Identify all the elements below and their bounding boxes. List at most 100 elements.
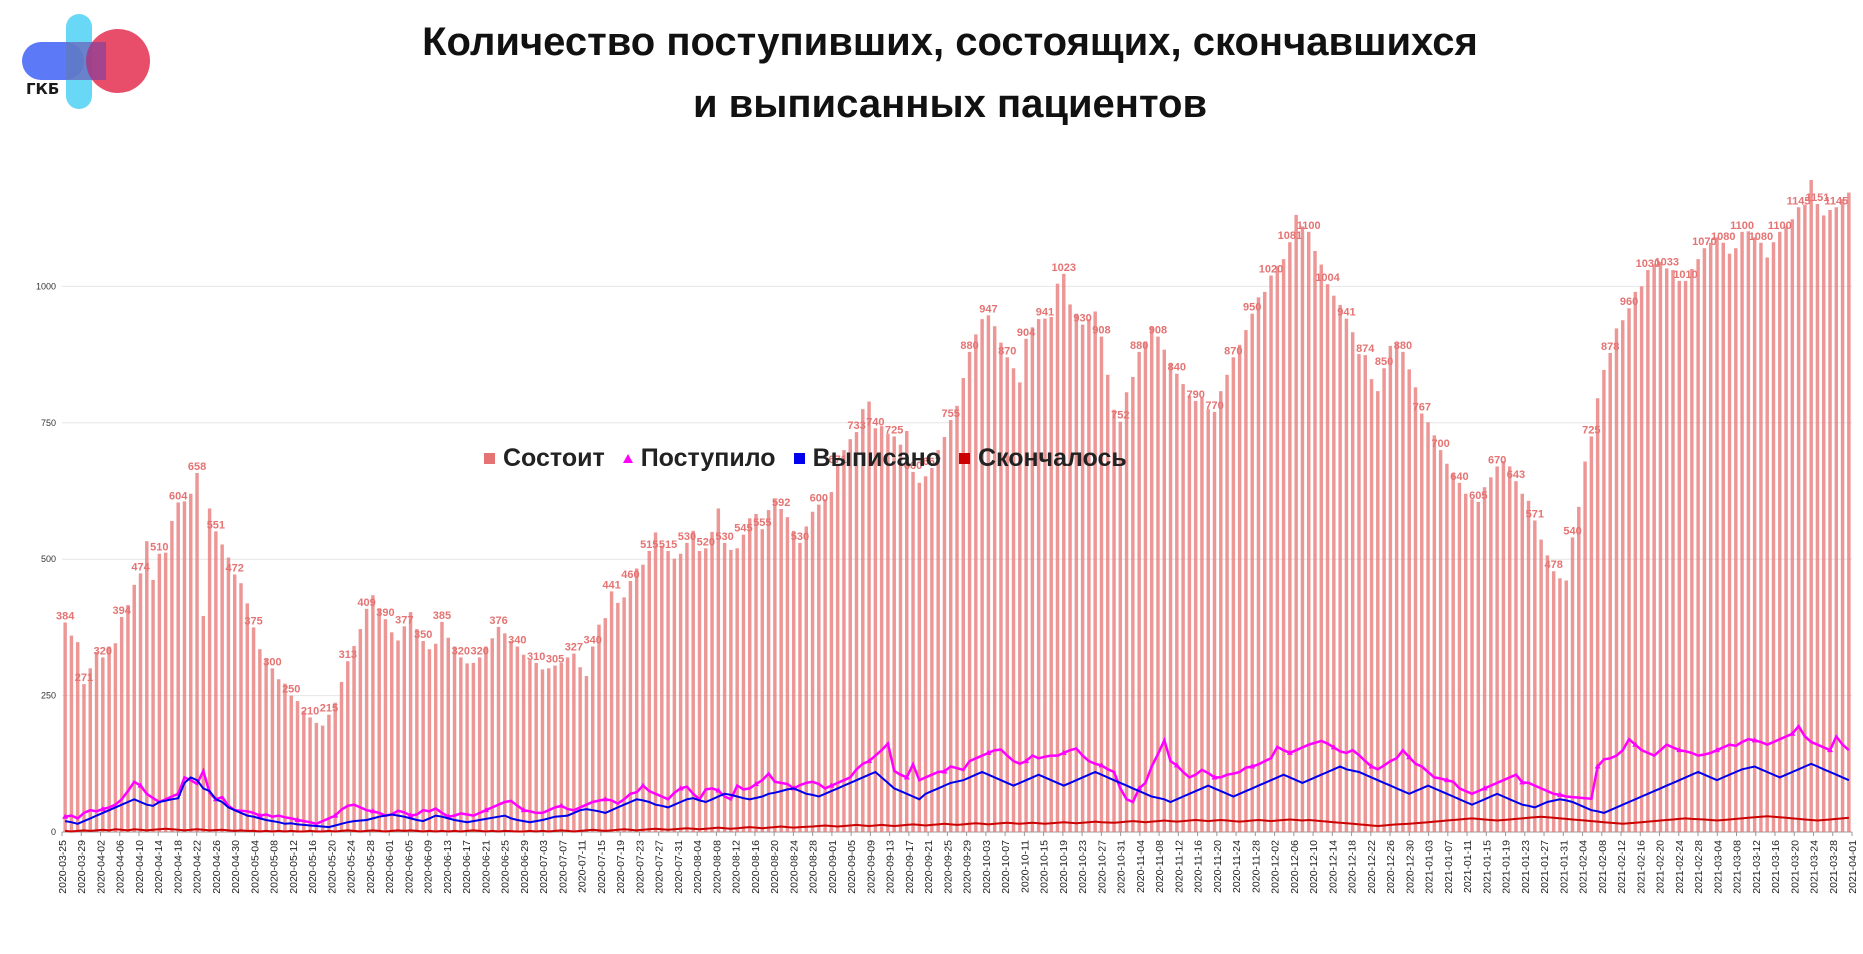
- bar-sostoit: [798, 542, 802, 832]
- bar-sostoit: [220, 544, 224, 832]
- bar-sostoit: [1828, 210, 1832, 833]
- point-postupilo: [558, 802, 565, 808]
- point-postupilo: [1330, 744, 1337, 750]
- x-tick-label: 2020-12-06: [1289, 840, 1301, 894]
- bar-sostoit: [1664, 268, 1669, 832]
- bar-data-label: 1145: [1787, 195, 1811, 207]
- bar-sostoit: [1803, 204, 1807, 832]
- bar-sostoit: [905, 430, 909, 832]
- bar-data-label: 310: [527, 651, 545, 663]
- x-tick-label: 2021-02-20: [1655, 840, 1667, 894]
- legend-marker-postupilo-icon: [622, 454, 633, 463]
- bar-sostoit: [1507, 466, 1512, 832]
- bar-sostoit: [773, 499, 777, 832]
- bar-data-label: 870: [1224, 345, 1242, 357]
- line-postupilo: [64, 724, 1850, 826]
- bar-sostoit: [1162, 349, 1166, 832]
- point-postupilo: [1827, 747, 1834, 753]
- x-tick-label: 2020-05-28: [365, 840, 377, 894]
- bar-sostoit: [101, 657, 105, 832]
- bar-sostoit: [810, 511, 815, 832]
- point-postupilo: [62, 813, 69, 819]
- bar-sostoit: [1074, 313, 1079, 832]
- bar-sostoit: [1300, 226, 1305, 832]
- x-tick-label: 2020-09-29: [962, 840, 974, 894]
- bar-sostoit: [1583, 461, 1587, 832]
- bar-sostoit: [157, 553, 162, 832]
- x-tick-label: 2020-05-12: [288, 840, 300, 894]
- point-postupilo: [1519, 779, 1526, 785]
- bar-sostoit: [1639, 286, 1644, 832]
- bar-sostoit: [1043, 318, 1047, 832]
- x-tick-label: 2020-05-08: [269, 840, 281, 894]
- bar-sostoit: [760, 529, 765, 832]
- bar-sostoit: [1181, 384, 1185, 832]
- bar-data-label: 384: [56, 610, 75, 622]
- x-tick-label: 2020-11-16: [1193, 840, 1205, 893]
- bar-data-label: 320: [470, 645, 488, 657]
- bar-sostoit: [729, 549, 733, 832]
- bar-sostoit: [1501, 460, 1506, 832]
- bar-sostoit: [1564, 580, 1568, 832]
- line-skonchalos: [65, 815, 1849, 833]
- x-tick-label: 2020-10-23: [1077, 840, 1089, 894]
- bar-sostoit: [854, 432, 859, 832]
- bar-sostoit: [459, 657, 463, 832]
- bar-data-label: 700: [1431, 438, 1449, 450]
- bar-sostoit: [955, 405, 959, 832]
- bar-sostoit: [1344, 318, 1349, 832]
- x-tick-label: 2020-11-12: [1173, 840, 1185, 893]
- bar-data-label: 770: [1205, 400, 1223, 412]
- x-tick-label: 2020-08-04: [692, 840, 704, 894]
- bar-data-label: 725: [885, 424, 903, 436]
- bar-data-label: 515: [640, 539, 658, 551]
- x-tick-label: 2021-02-24: [1674, 840, 1686, 894]
- bar-sostoit: [1646, 270, 1650, 833]
- point-postupilo: [137, 782, 144, 788]
- x-tick-label: 2020-10-27: [1096, 840, 1108, 894]
- bar-data-label: 215: [320, 703, 338, 715]
- bar-sostoit: [477, 657, 482, 832]
- bar-sostoit: [503, 633, 507, 832]
- x-tick-label: 2020-05-20: [326, 840, 338, 894]
- bar-sostoit: [1118, 421, 1123, 832]
- bar-sostoit: [817, 504, 821, 832]
- legend-item-sostoit: Состоит: [484, 444, 605, 473]
- bar-sostoit: [1288, 242, 1292, 832]
- bar-sostoit: [1489, 477, 1493, 832]
- bar-sostoit: [603, 618, 608, 832]
- bar-sostoit: [685, 542, 689, 832]
- point-postupilo: [1594, 763, 1601, 769]
- x-tick-label: 2021-01-03: [1424, 840, 1436, 894]
- bar-data-label: 385: [433, 610, 451, 622]
- point-postupilo: [1211, 774, 1218, 780]
- bar-sostoit: [1187, 395, 1192, 832]
- bar-sostoit: [1401, 351, 1405, 832]
- legend-item-vypisano: Выписано: [793, 444, 941, 473]
- bar-sostoit: [1024, 338, 1028, 832]
- bar-data-label: 340: [508, 634, 526, 646]
- bar-sostoit: [911, 471, 915, 832]
- bar-sostoit: [672, 558, 677, 832]
- legend-marker-skonchalos-icon: [958, 453, 970, 464]
- point-postupilo: [985, 749, 992, 755]
- bar-sostoit: [741, 534, 746, 832]
- bar-sostoit: [1263, 291, 1267, 833]
- point-postupilo: [1556, 791, 1563, 797]
- bar-sostoit: [1514, 481, 1518, 832]
- bar-sostoit: [1633, 291, 1638, 833]
- x-tick-label: 2021-03-16: [1770, 840, 1782, 894]
- x-tick-label: 2020-09-25: [942, 840, 954, 894]
- bar-data-label: 790: [1186, 389, 1204, 401]
- bar-sostoit: [534, 662, 538, 832]
- bar-sostoit: [1131, 376, 1135, 832]
- bar-sostoit: [1690, 268, 1694, 832]
- point-postupilo: [828, 782, 835, 788]
- bar-sostoit: [232, 574, 237, 832]
- x-tick-label: 2021-01-27: [1539, 840, 1551, 894]
- x-tick-label: 2020-04-02: [95, 840, 107, 894]
- bar-data-label: 472: [226, 562, 244, 574]
- bar-sostoit: [1168, 362, 1173, 832]
- point-postupilo: [294, 816, 301, 822]
- bar-sostoit: [1621, 320, 1625, 832]
